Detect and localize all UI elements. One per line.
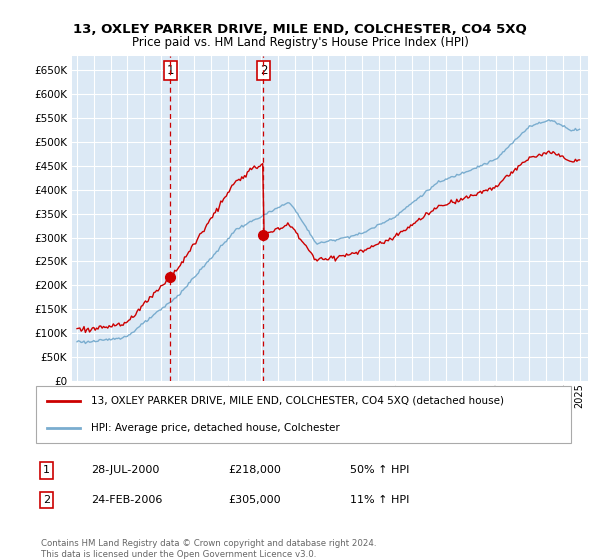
FancyBboxPatch shape: [35, 386, 571, 443]
Text: HPI: Average price, detached house, Colchester: HPI: Average price, detached house, Colc…: [91, 423, 340, 433]
Bar: [170, 56, 263, 381]
Text: 13, OXLEY PARKER DRIVE, MILE END, COLCHESTER, CO4 5XQ: 13, OXLEY PARKER DRIVE, MILE END, COLCHE…: [73, 24, 527, 36]
Text: Price paid vs. HM Land Registry's House Price Index (HPI): Price paid vs. HM Land Registry's House …: [131, 36, 469, 49]
Text: 2: 2: [43, 495, 50, 505]
Text: £305,000: £305,000: [229, 495, 281, 505]
Text: 2: 2: [260, 64, 267, 77]
Text: 11% ↑ HPI: 11% ↑ HPI: [350, 495, 410, 505]
Text: 1: 1: [43, 465, 50, 475]
Text: 1: 1: [167, 64, 174, 77]
Text: £218,000: £218,000: [229, 465, 281, 475]
Text: 24-FEB-2006: 24-FEB-2006: [91, 495, 162, 505]
Text: Contains HM Land Registry data © Crown copyright and database right 2024.
This d: Contains HM Land Registry data © Crown c…: [41, 539, 377, 559]
Text: 50% ↑ HPI: 50% ↑ HPI: [350, 465, 410, 475]
Text: 13, OXLEY PARKER DRIVE, MILE END, COLCHESTER, CO4 5XQ (detached house): 13, OXLEY PARKER DRIVE, MILE END, COLCHE…: [91, 396, 504, 406]
Text: 28-JUL-2000: 28-JUL-2000: [91, 465, 159, 475]
